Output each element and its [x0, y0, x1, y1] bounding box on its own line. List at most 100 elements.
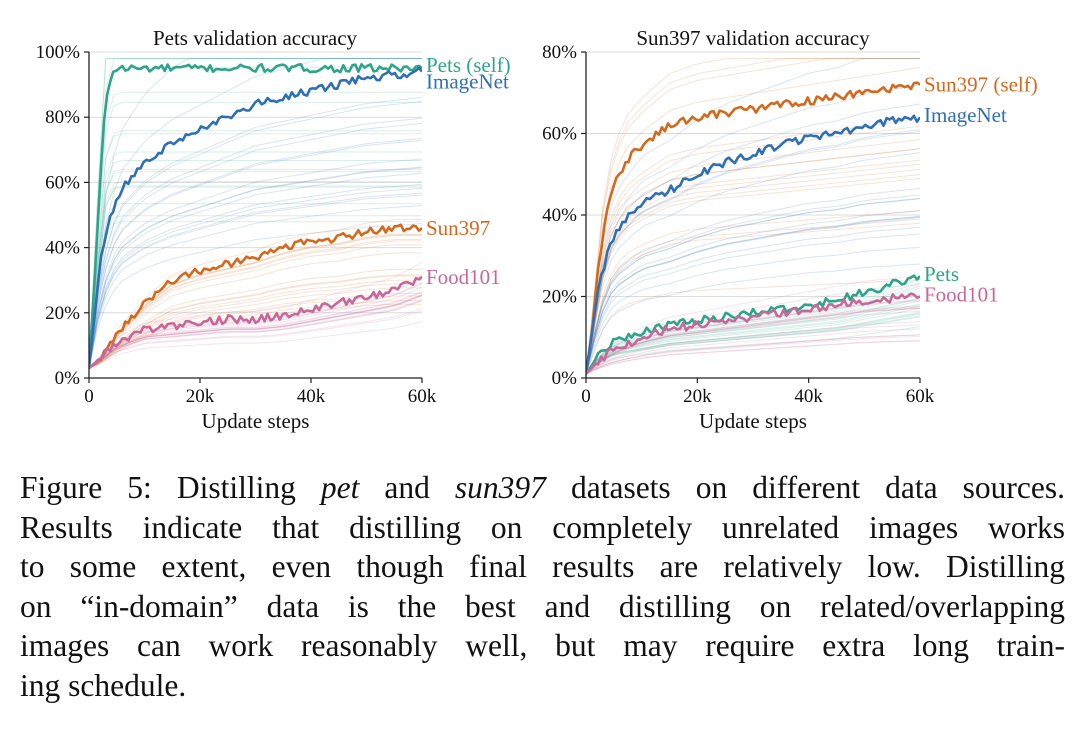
- y-tick-label: 20%: [542, 287, 577, 308]
- faint-run-line: [89, 58, 422, 369]
- faint-run-line: [586, 210, 920, 375]
- faint-run-line: [586, 340, 920, 375]
- y-tick-label: 40%: [45, 238, 80, 259]
- series-line-imagenet: [89, 66, 422, 369]
- faint-run-line: [586, 188, 920, 374]
- caption-text: Results indicate that distilling on comp…: [20, 509, 1065, 545]
- faint-run-line: [89, 58, 422, 369]
- caption-italic-term: pet: [320, 470, 360, 505]
- faint-run-line: [89, 235, 422, 369]
- faint-run-line: [586, 84, 920, 374]
- series-label-food101: Food101: [924, 282, 999, 306]
- faint-run-line: [586, 263, 920, 375]
- faint-run-line: [89, 203, 422, 369]
- caption-text: images can work reasonably well, but may…: [20, 628, 1065, 663]
- faint-run-line: [89, 295, 422, 369]
- faint-run-line: [586, 313, 920, 375]
- x-axis-label: Update steps: [202, 409, 310, 433]
- faint-run-line: [586, 233, 920, 375]
- faint-run-line: [586, 300, 920, 375]
- series-line-food101: [89, 275, 422, 370]
- x-axis-label: Update steps: [699, 409, 807, 433]
- faint-run-line: [89, 185, 422, 369]
- faint-run-line: [89, 321, 422, 369]
- faint-run-line: [89, 277, 422, 369]
- y-tick-label: 100%: [36, 42, 81, 63]
- faint-run-line: [586, 125, 920, 374]
- faint-run-line: [89, 295, 422, 369]
- faint-run-line: [89, 58, 422, 369]
- faint-run-line: [89, 300, 422, 369]
- faint-run-line: [586, 58, 920, 374]
- faint-run-line: [586, 293, 920, 375]
- faint-run-line: [586, 315, 920, 375]
- x-tick-label: 60k: [408, 386, 437, 407]
- faint-run-line: [586, 178, 920, 374]
- series-label-sun397-self: Sun397 (self): [924, 73, 1038, 97]
- faint-run-line: [89, 244, 422, 369]
- series-line-imagenet: [586, 114, 920, 375]
- series-label-food101: Food101: [426, 265, 501, 289]
- faint-run-line: [89, 151, 422, 369]
- x-tick-label: 40k: [297, 386, 326, 407]
- y-tick-label: 0%: [55, 368, 81, 389]
- caption-line: to some extent, even though final result…: [20, 547, 1065, 587]
- faint-run-line: [586, 312, 920, 375]
- caption-line: images can work reasonably well, but may…: [20, 626, 1065, 666]
- series-line-pets-self: [89, 62, 422, 369]
- faint-run-line: [89, 117, 422, 369]
- faint-run-line: [586, 307, 920, 375]
- faint-run-line: [586, 246, 920, 375]
- x-tick-label: 0: [581, 386, 591, 407]
- faint-run-line: [89, 308, 422, 369]
- faint-run-line: [586, 311, 920, 375]
- faint-run-line: [89, 187, 422, 369]
- chart-title: Pets validation accuracy: [153, 26, 358, 50]
- faint-run-line: [89, 286, 422, 369]
- faint-run-line: [89, 239, 422, 369]
- x-tick-label: 20k: [683, 386, 712, 407]
- faint-run-line: [586, 279, 920, 375]
- faint-run-line: [89, 139, 422, 369]
- series-label-sun397: Sun397: [426, 216, 490, 240]
- faint-run-line: [586, 174, 920, 374]
- x-tick-label: 60k: [906, 386, 935, 407]
- faint-run-line: [89, 194, 422, 369]
- run-bundles: [586, 58, 920, 375]
- faint-run-line: [586, 321, 920, 375]
- faint-run-line: [586, 210, 920, 375]
- faint-run-line: [89, 186, 422, 369]
- faint-run-line: [89, 294, 422, 369]
- pets-validation-accuracy-chart: Pets validation accuracy Pets (self)Image…: [36, 26, 511, 433]
- faint-run-line: [586, 58, 920, 374]
- faint-run-line: [89, 130, 422, 369]
- faint-run-line: [89, 310, 422, 369]
- caption-text: ing schedule.: [20, 667, 187, 703]
- x-tick-label: 40k: [794, 386, 823, 407]
- faint-run-line: [586, 197, 920, 375]
- faint-run-line: [89, 234, 422, 369]
- y-tick-label: 60%: [45, 172, 80, 193]
- faint-run-line: [586, 168, 920, 374]
- faint-run-line: [586, 340, 920, 375]
- main-series: [89, 62, 422, 370]
- faint-run-line: [89, 215, 422, 369]
- series-line-pets: [586, 274, 920, 375]
- caption-text: datasets on different data sources.: [545, 470, 1066, 505]
- series-line-sun397: [89, 223, 422, 370]
- faint-run-line: [586, 148, 920, 374]
- caption-line: ing schedule.: [20, 666, 1065, 706]
- series-label-pets-self: Pets (self): [426, 53, 511, 77]
- faint-run-line: [586, 222, 920, 375]
- faint-run-line: [586, 129, 920, 374]
- faint-run-line: [586, 305, 920, 375]
- faint-run-line: [586, 163, 920, 374]
- faint-run-line: [586, 218, 920, 375]
- faint-run-line: [89, 303, 422, 369]
- faint-run-line: [586, 305, 920, 375]
- faint-run-line: [586, 297, 920, 375]
- faint-run-line: [586, 284, 920, 375]
- faint-run-line: [586, 226, 920, 375]
- faint-run-line: [89, 233, 422, 369]
- faint-run-line: [89, 58, 422, 369]
